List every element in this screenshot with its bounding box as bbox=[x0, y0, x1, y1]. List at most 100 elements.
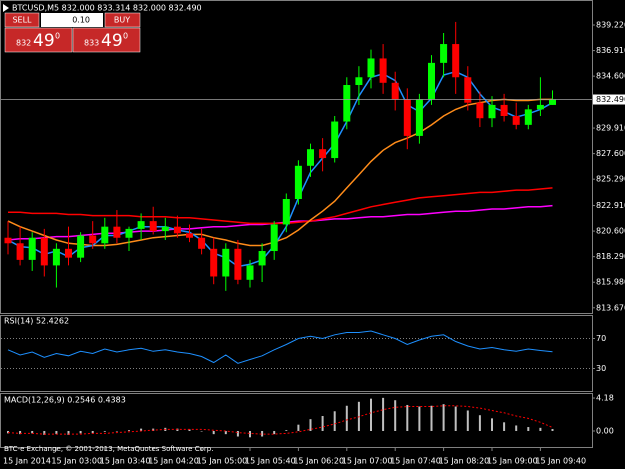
moving-average bbox=[7, 70, 553, 268]
macd-bar bbox=[188, 429, 191, 431]
y-tick-label: 829.910 bbox=[596, 124, 625, 133]
macd-bar bbox=[382, 397, 385, 431]
y-tick-label: 825.290 bbox=[596, 175, 625, 184]
macd-bar bbox=[285, 430, 288, 431]
sell-price-sup: 0 bbox=[55, 32, 60, 41]
candle-body bbox=[173, 226, 181, 234]
macd-bar bbox=[309, 419, 312, 431]
moving-average bbox=[7, 98, 553, 247]
x-tick-label: 15 Jan 05:40 bbox=[245, 457, 296, 466]
macd-bar bbox=[115, 430, 118, 432]
y-tick-label: 822.910 bbox=[596, 201, 625, 210]
y-tick-label: 813.670 bbox=[596, 303, 625, 312]
macd-bar bbox=[345, 405, 348, 431]
macd-bar bbox=[19, 430, 22, 435]
candle-body bbox=[137, 221, 145, 229]
lot-input[interactable] bbox=[41, 13, 103, 27]
rsi-line bbox=[7, 330, 553, 364]
macd-bar bbox=[442, 404, 445, 431]
macd-bar bbox=[200, 430, 203, 432]
macd-bar bbox=[394, 400, 397, 431]
last-price-label: 832.490 bbox=[596, 95, 625, 104]
y-tick-label: 820.600 bbox=[596, 227, 625, 236]
candle-body bbox=[549, 99, 556, 105]
candle-body bbox=[319, 149, 327, 159]
buy-price-big: 49 bbox=[101, 31, 123, 51]
y-tick-label: 70 bbox=[596, 334, 606, 343]
rsi-panel bbox=[0, 315, 593, 392]
x-tick-label: 15 Jan 09:00 bbox=[487, 457, 538, 466]
trade-panel: SELL 0.10 BUY 832 49 0 833 49 0 bbox=[4, 12, 141, 53]
x-tick-label: 15 Jan 2014 bbox=[3, 457, 51, 466]
sell-price-box[interactable] bbox=[4, 27, 73, 53]
last-price-box bbox=[593, 94, 625, 105]
candle-body bbox=[198, 237, 206, 249]
macd-bar bbox=[418, 406, 421, 431]
candle-body bbox=[343, 85, 351, 122]
macd-bar bbox=[406, 404, 409, 431]
candle-body bbox=[331, 121, 339, 159]
buy-button[interactable] bbox=[104, 12, 141, 28]
copyright: BTC-e Exchange, © 2001-2013, MetaQuotes … bbox=[4, 445, 213, 453]
candle-body bbox=[512, 115, 520, 125]
sell-label[interactable]: SELL bbox=[12, 16, 32, 25]
moving-average bbox=[8, 187, 553, 225]
macd-bar bbox=[212, 430, 215, 435]
main-title: BTCUSD,M5 832.000 833.314 832.000 832.49… bbox=[12, 4, 202, 13]
macd-bar bbox=[333, 411, 336, 431]
buy-price-box[interactable] bbox=[72, 27, 141, 53]
candle-body bbox=[428, 62, 435, 100]
candle-body bbox=[403, 99, 411, 136]
candle-body bbox=[355, 77, 363, 86]
candle-body bbox=[77, 235, 85, 258]
candle-body bbox=[16, 243, 24, 260]
candle-body bbox=[113, 226, 121, 238]
y-tick-label: 818.290 bbox=[596, 252, 625, 261]
sell-price-small: 832 bbox=[16, 39, 31, 48]
macd-bar bbox=[370, 398, 372, 431]
macd-bar bbox=[273, 430, 276, 435]
macd-bar bbox=[491, 418, 493, 431]
candle-body bbox=[161, 226, 169, 232]
macd-bar bbox=[321, 416, 324, 431]
x-tick-label: 15 Jan 08:20 bbox=[439, 457, 490, 466]
macd-bar bbox=[527, 427, 530, 431]
y-tick-label: 836.910 bbox=[596, 46, 625, 55]
candle-body bbox=[476, 102, 484, 119]
macd-bar bbox=[55, 430, 58, 435]
menu-icon bbox=[3, 4, 9, 12]
candle-body bbox=[222, 248, 230, 277]
macd-title: MACD(12,26,9) 0.2546 0.4383 bbox=[4, 396, 126, 405]
macd-bar bbox=[128, 430, 130, 431]
macd-bar bbox=[466, 410, 469, 431]
buy-label[interactable]: BUY bbox=[114, 16, 130, 25]
lot-value[interactable]: 0.10 bbox=[72, 16, 90, 25]
y-tick-label: 815.980 bbox=[596, 278, 625, 287]
macd-bar bbox=[224, 430, 227, 435]
macd-bar bbox=[478, 415, 481, 431]
main-panel bbox=[0, 0, 593, 314]
candle-body bbox=[101, 226, 109, 244]
candle-body bbox=[524, 109, 532, 125]
candle-body bbox=[415, 99, 423, 136]
macd-bar bbox=[7, 430, 9, 434]
macd-bar bbox=[79, 430, 82, 434]
macd-bar bbox=[297, 424, 300, 431]
candle-body bbox=[391, 82, 399, 100]
candle-body bbox=[270, 224, 278, 252]
x-tick-label: 15 Jan 04:20 bbox=[148, 457, 199, 466]
macd-bar bbox=[261, 430, 264, 437]
candle-body bbox=[234, 248, 242, 280]
macd-bar bbox=[140, 428, 143, 431]
macd-bar bbox=[43, 430, 46, 435]
y-tick-label: 4.18 bbox=[596, 394, 614, 403]
macd-bar bbox=[249, 430, 251, 438]
candle-body bbox=[440, 44, 448, 63]
rsi-title: RSI(14) 52.4262 bbox=[4, 317, 69, 326]
buy-price-sup: 0 bbox=[123, 32, 128, 41]
candle-body bbox=[464, 77, 472, 103]
sell-button[interactable] bbox=[4, 12, 40, 28]
candle-body bbox=[488, 104, 496, 119]
macd-panel bbox=[0, 393, 593, 448]
